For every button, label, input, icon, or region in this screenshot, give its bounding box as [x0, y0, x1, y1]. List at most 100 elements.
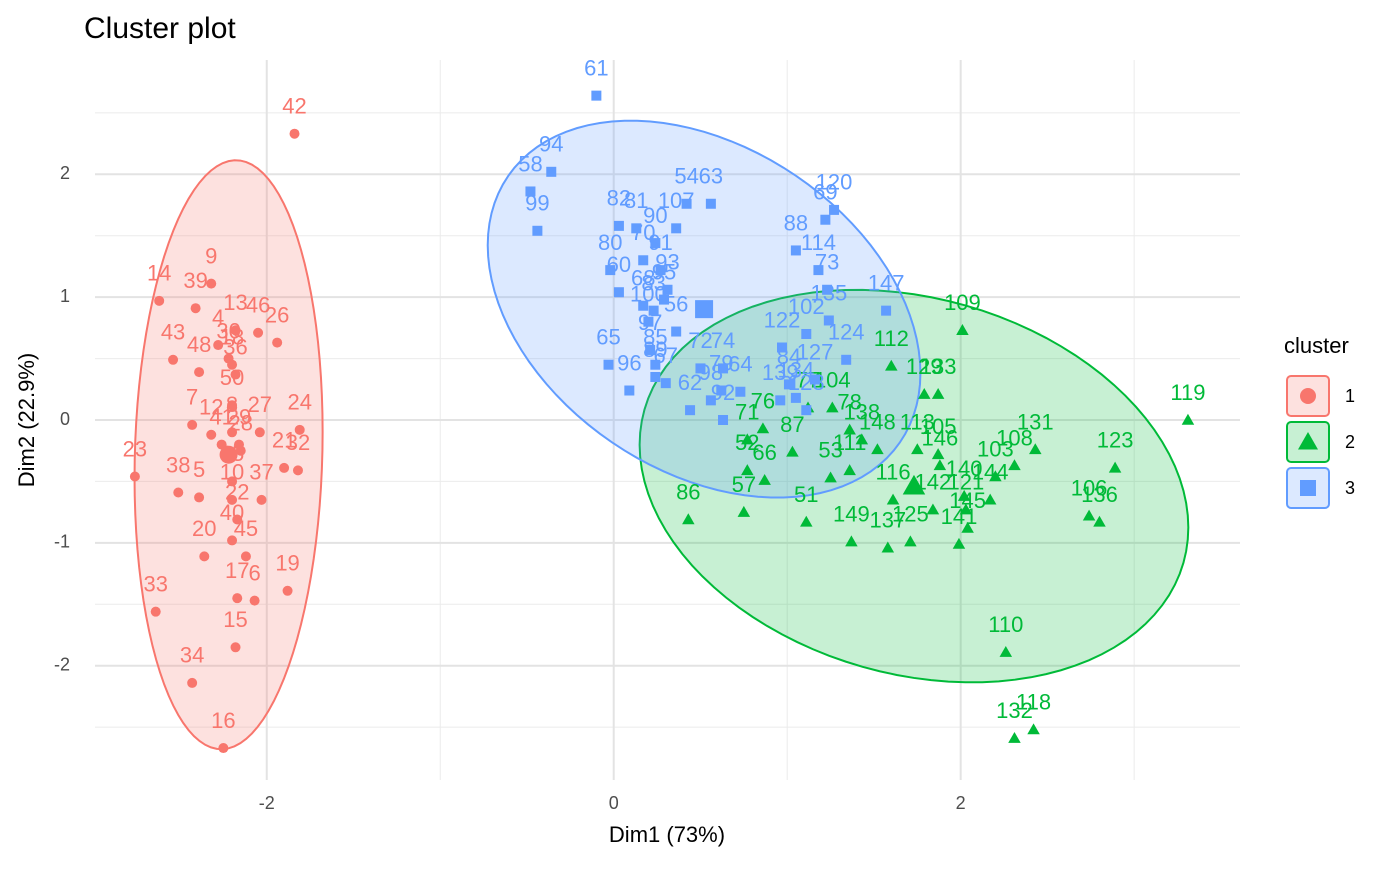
point	[254, 427, 265, 438]
point	[650, 238, 661, 249]
point	[1027, 723, 1040, 735]
point-label: 7	[186, 385, 198, 410]
point-label: 4	[212, 305, 224, 330]
point	[206, 278, 217, 289]
point	[735, 386, 746, 397]
point-label: 114	[801, 230, 836, 255]
point-label: 96	[617, 350, 641, 375]
point-label: 109	[944, 290, 981, 315]
point-label: 129	[906, 354, 943, 379]
point-label: 18	[220, 325, 244, 350]
point-label: 82	[607, 186, 631, 211]
point-label: 84	[777, 344, 801, 369]
point-label: 43	[161, 320, 185, 345]
point-label: 52	[735, 430, 759, 455]
point	[546, 166, 557, 177]
point-label: 41	[209, 404, 233, 429]
point	[232, 514, 243, 525]
point-label: 121	[948, 470, 985, 495]
point	[756, 422, 770, 434]
point	[292, 465, 303, 476]
point	[219, 445, 238, 464]
point-label: 38	[166, 452, 190, 477]
point-label: 39	[183, 268, 207, 293]
point	[650, 371, 661, 382]
point-label: 6	[248, 560, 260, 585]
point-label: 80	[598, 230, 622, 255]
point	[227, 359, 238, 370]
point	[737, 505, 751, 517]
point-label: 92	[711, 380, 735, 405]
point-label: 45	[234, 516, 258, 541]
y-axis-label: Dim2 (22.9%)	[14, 353, 39, 487]
point-label: 72	[688, 328, 712, 353]
legend-label: 3	[1345, 478, 1355, 498]
point-label: 67	[654, 343, 678, 368]
point	[911, 443, 924, 455]
point	[129, 471, 140, 482]
point	[959, 503, 973, 515]
point	[961, 521, 974, 533]
point	[631, 223, 642, 234]
point-label: 70	[631, 220, 655, 245]
point-label: 58	[518, 151, 542, 176]
y-tick-label: 1	[60, 286, 70, 306]
point	[253, 327, 264, 338]
point	[233, 439, 244, 450]
point-label: 87	[780, 412, 804, 437]
point	[843, 464, 856, 476]
point	[775, 395, 786, 406]
legend-title: cluster	[1284, 333, 1349, 358]
point	[532, 225, 543, 236]
point-label: 116	[875, 460, 910, 485]
point-label: 78	[837, 390, 861, 415]
point-label: 86	[676, 479, 700, 504]
point-label: 145	[949, 488, 986, 513]
point	[786, 445, 799, 457]
point-label: 97	[638, 310, 662, 335]
chart-title: Cluster plot	[84, 12, 236, 45]
point-label: 105	[920, 414, 957, 439]
point-label: 141	[941, 504, 978, 529]
point	[294, 424, 305, 435]
point-label: 62	[678, 370, 702, 395]
point-label: 149	[833, 501, 870, 526]
point	[881, 541, 895, 553]
point	[638, 300, 649, 311]
point	[695, 363, 706, 374]
point	[783, 379, 794, 390]
point	[282, 585, 293, 596]
point-label: 118	[1016, 689, 1051, 714]
y-tick-label: 2	[60, 163, 70, 183]
point-label: 91	[648, 230, 672, 255]
point-label: 123	[1097, 428, 1134, 453]
point-label: 53	[818, 438, 842, 463]
point-label: 33	[143, 571, 167, 596]
point	[230, 369, 241, 380]
point	[824, 471, 837, 483]
point-label: 144	[972, 460, 1009, 485]
legend: 1 2 3	[1286, 375, 1355, 509]
point	[809, 374, 820, 385]
legend-label: 1	[1345, 386, 1355, 406]
point-label: 136	[1081, 482, 1118, 507]
point-label: 69	[813, 180, 837, 205]
point	[822, 284, 833, 295]
point-label: 140	[946, 456, 983, 481]
point-label: 51	[794, 482, 818, 507]
point-label: 88	[784, 210, 808, 235]
point-label: 36	[223, 334, 247, 359]
point	[227, 400, 238, 411]
point	[820, 214, 831, 225]
point-label: 93	[655, 250, 679, 275]
point-label: 110	[988, 612, 1023, 637]
point	[655, 265, 666, 276]
point-label: 29	[227, 404, 251, 429]
point-label: 148	[859, 409, 896, 434]
point-label: 134	[778, 358, 815, 383]
point-label: 74	[711, 328, 735, 353]
point	[918, 387, 931, 399]
point-label: 32	[286, 430, 310, 455]
point-label: 102	[788, 294, 825, 319]
